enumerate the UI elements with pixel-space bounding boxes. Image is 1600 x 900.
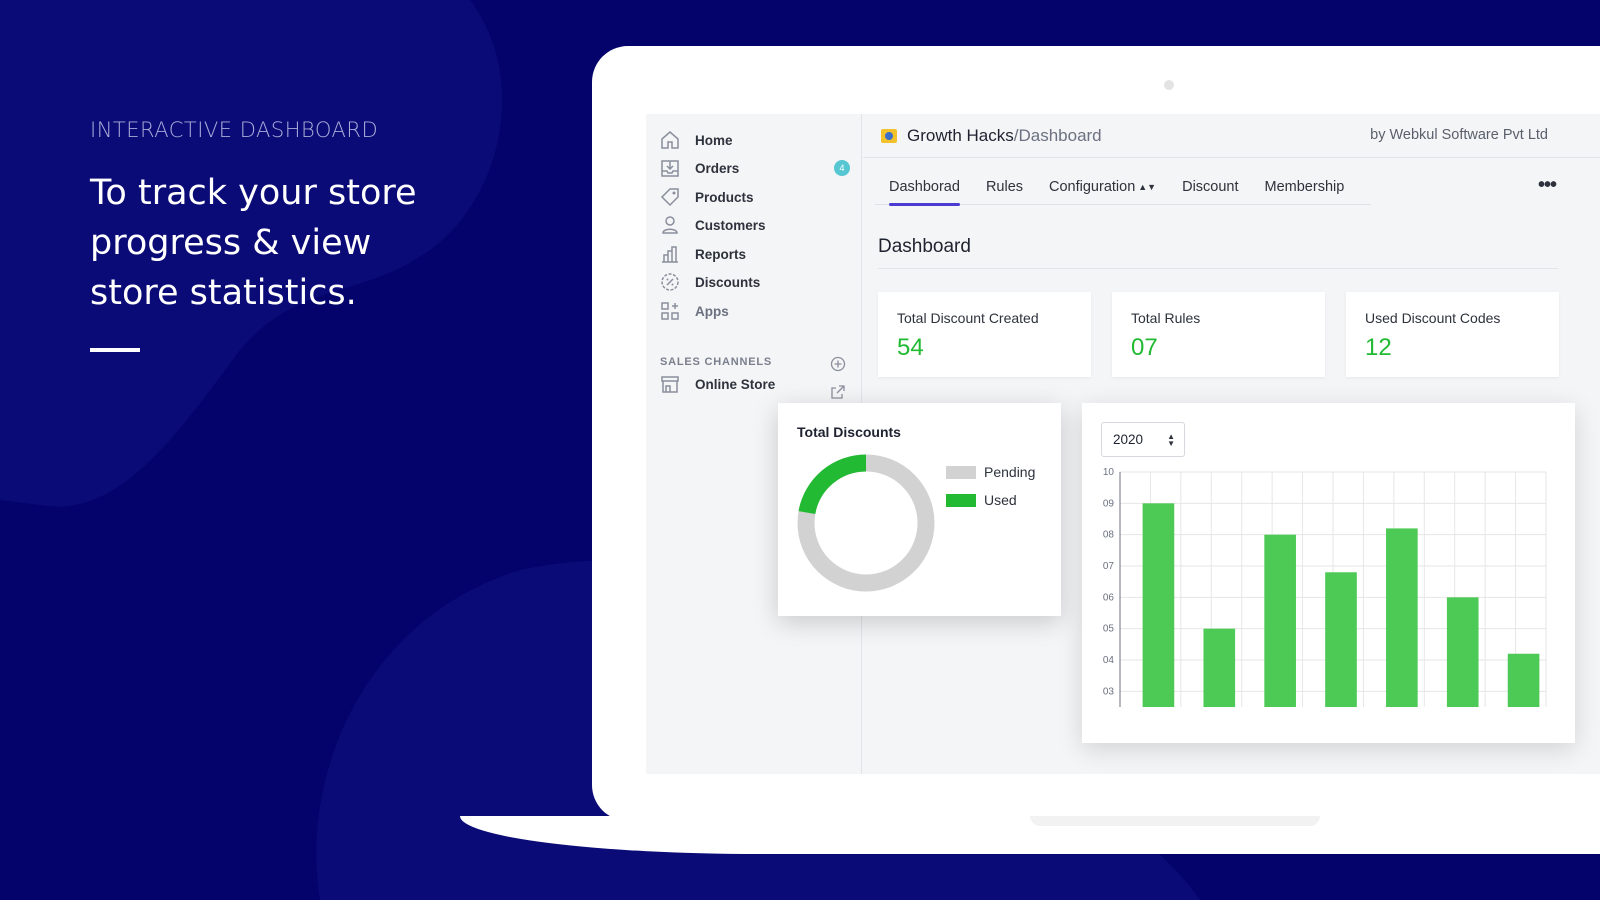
hero-headline-line: store statistics. [90,273,357,313]
bar [1142,503,1175,707]
app-logo-icon [881,129,897,143]
sidebar-item-label: Reports [695,246,747,262]
background-blob-top [0,0,503,507]
bar [1386,528,1418,707]
orders-icon [661,160,679,177]
laptop-base [460,816,1600,854]
more-options-icon[interactable]: ••• [1537,174,1557,196]
legend-swatch [946,493,976,507]
bar-chart: 03 04 05 06 07 08 09 10 [1103,467,1547,707]
tab-dashboard[interactable]: Dashborad [875,171,970,206]
person-icon [662,216,678,234]
bar [1507,653,1540,707]
sales-channels-heading: SALES CHANNELS [660,356,773,368]
sidebar-item-discounts[interactable]: Discounts [660,271,850,293]
stat-label: Used Discount Codes [1365,310,1501,326]
apps-icon [661,302,679,320]
legend-label: Pending [984,464,1036,480]
home-icon [661,131,679,149]
sidebar-item-label: Orders [695,160,740,176]
stat-card-total-rules: Total Rules 07 [1112,292,1325,377]
stat-card-used-codes: Used Discount Codes 12 [1346,292,1559,377]
add-circle-icon[interactable] [830,356,846,372]
sidebar-item-apps[interactable]: Apps [660,300,850,322]
y-tick-label: 04 [1103,655,1115,666]
hero-headline: To track your store progress & view stor… [90,168,490,318]
chart-title: Total Discounts [797,424,901,440]
laptop-camera [1164,80,1174,90]
tab-configuration[interactable]: Configuration ▲▼ [1033,171,1166,205]
stat-card-total-discount: Total Discount Created 54 [878,292,1091,377]
hero-headline-line: To track your store [90,173,417,213]
legend-item-pending: Pending [946,458,1035,486]
chart-legend: Pending Used [946,458,1035,514]
bar [1325,572,1357,707]
app-name: Growth Hacks [907,126,1014,145]
tab-label: Configuration [1049,179,1136,195]
store-icon [661,376,679,393]
external-link-icon[interactable] [830,384,846,400]
hero-underline [90,348,140,352]
stat-label: Total Discount Created [897,310,1039,326]
sidebar-item-label: Products [695,189,754,205]
stat-label: Total Rules [1131,310,1201,326]
hero-headline-line: progress & view [90,223,372,263]
discount-bar-chart-card: 2020 ▲ ▼ 03 04 05 06 07 08 09 10 [1082,403,1575,743]
legend-label: Used [984,492,1017,508]
stat-value: 07 [1131,334,1158,361]
sidebar-item-online-store[interactable]: Online Store [660,373,850,395]
page-title: Dashboard [878,236,971,257]
app-header: Growth Hacks/Dashboard by Webkul Softwar… [863,114,1600,158]
laptop-base-notch [1030,816,1320,826]
developer-credit: by Webkul Software Pvt Ltd [1370,127,1548,143]
tab-membership[interactable]: Membership [1264,179,1345,195]
app-title: Growth Hacks/Dashboard [907,126,1102,146]
tab-discount[interactable]: Discount [1182,179,1239,195]
total-discounts-card: Total Discounts Pending Used [778,403,1061,616]
y-tick-label: 06 [1103,592,1115,603]
y-tick-label: 07 [1103,561,1115,572]
bar [1446,597,1479,707]
sidebar-item-label: Customers [695,217,766,233]
app-breadcrumb: /Dashboard [1013,126,1102,145]
select-arrows-icon: ▲ ▼ [1167,432,1175,448]
discount-icon [661,273,679,291]
orders-count-badge: 4 [834,160,850,176]
year-select-value: 2020 [1113,432,1144,447]
divider [878,268,1558,269]
y-tick-label: 08 [1103,530,1115,541]
sort-caret-icon: ▲▼ [1138,182,1157,192]
y-tick-label: 09 [1103,498,1115,509]
bar-chart-icon [662,246,678,263]
sidebar-item-label: Home [695,132,733,148]
legend-item-used: Used [946,486,1035,514]
legend-swatch [946,465,976,479]
sidebar-item-orders[interactable]: Orders 4 [660,157,850,179]
main-content: Growth Hacks/Dashboard by Webkul Softwar… [863,114,1600,774]
y-tick-label: 10 [1103,467,1115,478]
stat-value: 54 [897,334,924,361]
y-tick-label: 05 [1103,624,1115,635]
tag-icon [660,188,679,207]
hero-kicker: INTERACTIVE DASHBOARD [90,118,379,142]
year-select[interactable]: 2020 ▲ ▼ [1101,422,1185,457]
stat-value: 12 [1365,334,1392,361]
bar [1203,628,1236,707]
tab-bar: Dashborad Rules Configuration ▲▼ Discount… [875,171,1371,206]
sidebar-item-reports[interactable]: Reports [660,243,850,265]
y-tick-label: 03 [1103,686,1115,697]
sidebar-item-customers[interactable]: Customers [660,214,850,236]
donut-slice-used [798,454,867,515]
hero-text: INTERACTIVE DASHBOARD To track your stor… [90,118,490,352]
tab-rules[interactable]: Rules [985,179,1024,195]
sidebar-item-label: Apps [695,303,729,319]
sidebar-item-label: Discounts [695,274,761,290]
sidebar-item-products[interactable]: Products [660,186,850,208]
sidebar-item-label: Online Store [695,376,776,392]
bar [1264,534,1296,707]
sidebar-item-home[interactable]: Home [660,129,850,151]
donut-chart [797,454,935,592]
